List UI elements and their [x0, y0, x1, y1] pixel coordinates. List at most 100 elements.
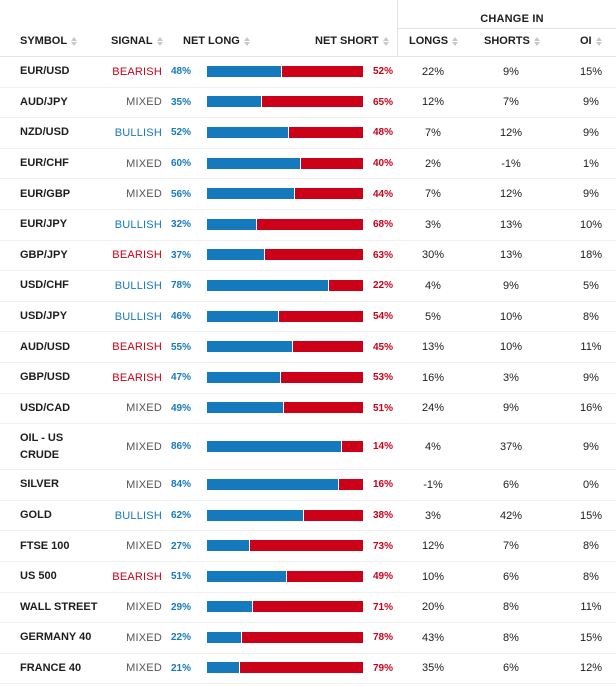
- symbol-cell: EUR/CHF: [20, 149, 100, 179]
- header-symbol[interactable]: SYMBOL: [20, 33, 78, 49]
- symbol-link[interactable]: EUR/CHF: [20, 157, 69, 170]
- table-body: EUR/USD BEARISH 48% 52% 22% 9% 15% AUD/JPY MIXED…: [0, 57, 616, 685]
- change-oi-value: 11%: [580, 341, 602, 354]
- change-shorts-value: 7%: [503, 540, 519, 553]
- symbol-link[interactable]: SILVER: [20, 478, 59, 491]
- sort-icon[interactable]: [452, 36, 459, 46]
- symbol-link[interactable]: GBP/JPY: [20, 248, 68, 261]
- sort-icon[interactable]: [533, 36, 540, 46]
- symbol-cell: USD/JPY: [20, 302, 100, 332]
- net-long-bar-segment: [207, 310, 279, 322]
- change-shorts-value: 6%: [503, 662, 519, 675]
- net-short-value: 40%: [373, 158, 394, 170]
- signal-value: MIXED: [126, 188, 162, 201]
- symbol-link[interactable]: EUR/USD: [20, 65, 70, 78]
- change-oi-value: 1%: [583, 157, 599, 170]
- net-short-value: 51%: [373, 402, 394, 414]
- net-short-value: 52%: [373, 66, 394, 78]
- header-symbol-label: SYMBOL: [20, 35, 68, 47]
- net-long-value: 62%: [171, 510, 192, 522]
- change-oi-value: 9%: [583, 126, 599, 139]
- bar-divider: [300, 157, 302, 169]
- net-long-value: 37%: [171, 249, 192, 261]
- symbol-link[interactable]: GOLD: [20, 509, 52, 522]
- net-short-value: 14%: [373, 441, 394, 453]
- sort-icon[interactable]: [243, 36, 250, 46]
- table-row: USD/CAD MIXED 49% 51% 24% 9% 16%: [0, 394, 616, 425]
- symbol-link[interactable]: EUR/JPY: [20, 218, 68, 231]
- symbol-link[interactable]: NZD/USD: [20, 126, 69, 139]
- header-signal[interactable]: SIGNAL: [111, 33, 163, 49]
- signal-value: BEARISH: [112, 371, 162, 384]
- net-short-value: 49%: [373, 571, 394, 583]
- bar-divider: [303, 509, 305, 521]
- change-oi-value: 18%: [579, 249, 603, 262]
- header-signal-label: SIGNAL: [111, 35, 153, 47]
- net-long-value: 49%: [171, 402, 192, 414]
- symbol-cell: FRANCE 40: [20, 654, 100, 684]
- table-row: FRANCE 40 MIXED 21% 79% 35% 6% 12%: [0, 654, 616, 685]
- change-longs-value: 5%: [425, 310, 441, 323]
- change-shorts-value: 42%: [499, 509, 523, 522]
- change-shorts-value: 12%: [499, 188, 523, 201]
- bar-divider: [261, 96, 263, 108]
- symbol-link[interactable]: USD/CAD: [20, 401, 71, 414]
- net-short-value: 53%: [373, 372, 394, 384]
- symbol-link[interactable]: AUD/JPY: [20, 95, 68, 108]
- table-row: GBP/USD BEARISH 47% 53% 16% 3% 9%: [0, 363, 616, 394]
- net-long-bar-segment: [207, 440, 342, 452]
- net-short-value: 44%: [373, 188, 394, 200]
- change-longs-value: 22%: [421, 65, 445, 78]
- sort-icon[interactable]: [156, 36, 163, 46]
- header-net-long[interactable]: NET LONG: [183, 33, 250, 49]
- symbol-cell: AUD/JPY: [20, 88, 100, 118]
- table-row: SILVER MIXED 84% 16% -1% 6% 0%: [0, 470, 616, 501]
- change-oi-value: 16%: [579, 402, 603, 415]
- header-oi[interactable]: OI: [580, 33, 602, 49]
- net-long-bar-segment: [207, 371, 281, 383]
- change-shorts-value: -1%: [501, 157, 521, 170]
- symbol-link[interactable]: US 500: [20, 570, 57, 583]
- net-long-bar-segment: [207, 157, 301, 169]
- bar-divider: [282, 402, 284, 414]
- net-short-value: 54%: [373, 311, 394, 323]
- symbol-link[interactable]: USD/JPY: [20, 310, 68, 323]
- long-short-bar: [207, 188, 363, 200]
- change-longs-value: -1%: [423, 478, 443, 491]
- bar-divider: [264, 249, 266, 261]
- header-net-short[interactable]: NET SHORT: [315, 33, 389, 49]
- symbol-cell: USD/CHF: [20, 271, 100, 301]
- symbol-link[interactable]: AUD/USD: [20, 340, 71, 353]
- long-short-bar: [207, 631, 363, 643]
- change-shorts-value: 9%: [503, 279, 519, 292]
- sort-icon[interactable]: [71, 36, 78, 46]
- bar-divider: [248, 540, 250, 552]
- net-short-value: 22%: [373, 280, 394, 292]
- symbol-link[interactable]: FRANCE 40: [20, 661, 82, 674]
- symbol-link[interactable]: OIL - US CRUDE: [20, 431, 64, 461]
- bar-divider: [337, 478, 339, 490]
- change-oi-value: 15%: [579, 509, 603, 522]
- symbol-link[interactable]: WALL STREET: [20, 600, 98, 613]
- symbol-cell: USD/CAD: [20, 394, 100, 424]
- long-short-bar: [207, 440, 363, 452]
- net-long-bar-segment: [207, 601, 253, 613]
- sort-icon[interactable]: [382, 36, 389, 46]
- long-short-bar: [207, 570, 363, 582]
- long-short-bar: [207, 218, 363, 230]
- table-row: GERMANY 40 MIXED 22% 78% 43% 8% 15%: [0, 623, 616, 654]
- header-longs[interactable]: LONGS: [409, 33, 459, 49]
- change-shorts-value: 6%: [503, 570, 519, 583]
- net-long-value: 56%: [171, 188, 192, 200]
- signal-value: BEARISH: [112, 249, 162, 262]
- symbol-link[interactable]: GERMANY 40: [20, 631, 92, 644]
- symbol-link[interactable]: GBP/USD: [20, 371, 71, 384]
- sort-icon[interactable]: [595, 36, 602, 46]
- net-long-bar-segment: [207, 478, 339, 490]
- symbol-cell: AUD/USD: [20, 332, 100, 362]
- symbol-link[interactable]: EUR/GBP: [20, 187, 71, 200]
- net-long-bar-segment: [207, 65, 282, 77]
- symbol-link[interactable]: USD/CHF: [20, 279, 69, 292]
- header-shorts[interactable]: SHORTS: [484, 33, 540, 49]
- symbol-link[interactable]: FTSE 100: [20, 539, 70, 552]
